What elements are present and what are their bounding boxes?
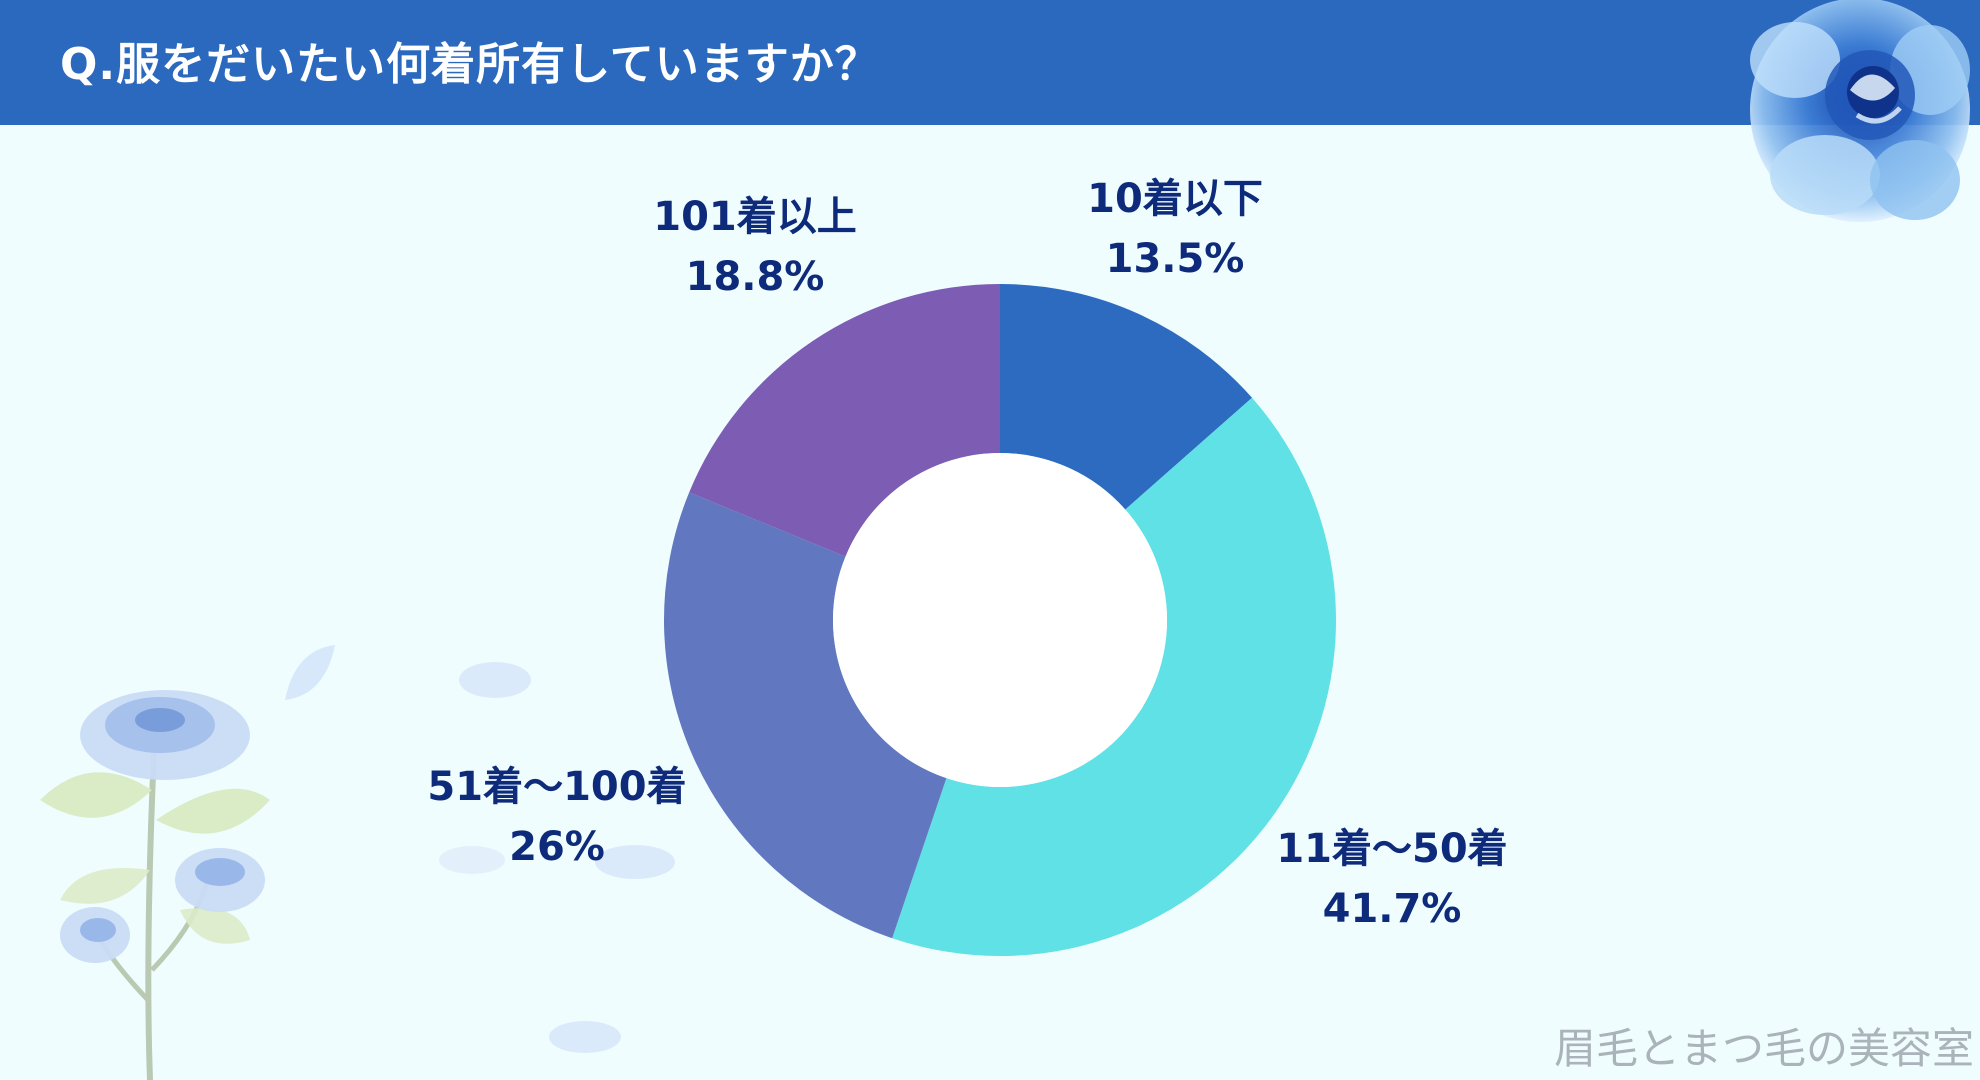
slice-value-label: 41.7%: [1323, 886, 1462, 932]
slice-category-label: 10着以下: [1087, 176, 1263, 222]
slice-category-label: 101着以上: [653, 194, 857, 240]
donut-slice: [892, 397, 1337, 957]
slice-category-label: 11着～50着: [1276, 826, 1507, 872]
slice-value-label: 26%: [509, 824, 605, 870]
watermark-text: 眉毛とまつ毛の美容室: [1553, 1024, 1974, 1073]
donut-hole: [833, 453, 1167, 787]
donut-slice: [664, 492, 947, 939]
donut-slice: [689, 284, 1000, 557]
slice-value-label: 18.8%: [686, 254, 825, 300]
slice-value-label: 13.5%: [1106, 236, 1245, 282]
header-bar: [0, 0, 1980, 125]
page-title: Q.服をだいたい何着所有していますか？: [60, 39, 880, 90]
slice-category-label: 51着～100着: [427, 764, 686, 810]
donut-slice: [1000, 284, 1253, 510]
